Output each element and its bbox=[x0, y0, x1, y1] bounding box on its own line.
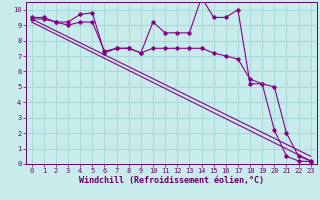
X-axis label: Windchill (Refroidissement éolien,°C): Windchill (Refroidissement éolien,°C) bbox=[79, 176, 264, 185]
